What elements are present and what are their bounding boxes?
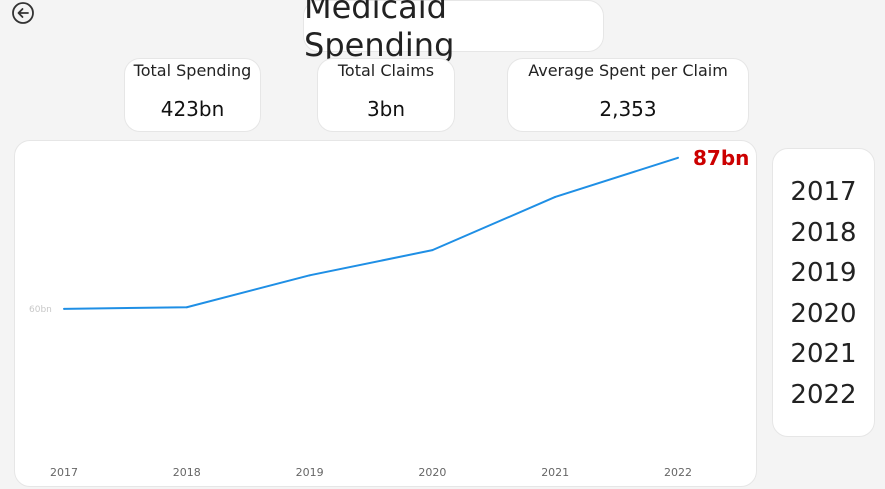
x-tick-label: 2020 xyxy=(418,466,446,479)
page-title: Medicaid Spending xyxy=(304,0,455,64)
x-tick-label: 2018 xyxy=(173,466,201,479)
y-tick-label: 60bn xyxy=(29,305,52,315)
end-value-label: 87bn xyxy=(693,146,749,170)
kpi-value: 423bn xyxy=(160,97,225,121)
slicer-year-2020[interactable]: 2020 xyxy=(790,298,857,329)
line-chart-svg: 60bn 2017 2018 2019 2020 2021 2022 87bn xyxy=(29,146,749,479)
spending-line-chart: 60bn 2017 2018 2019 2020 2021 2022 87bn xyxy=(14,140,757,487)
page-title-card: Medicaid Spending xyxy=(303,0,604,64)
kpi-total-claims: Total Claims 3bn xyxy=(317,58,455,132)
x-tick-label: 2017 xyxy=(50,466,78,479)
slicer-year-2017[interactable]: 2017 xyxy=(790,177,857,207)
slicer-year-2019[interactable]: 2019 xyxy=(790,258,857,288)
slicer-year-2022[interactable]: 2022 xyxy=(790,379,857,410)
kpi-label: Total Spending xyxy=(133,61,252,80)
slicer-year-2021[interactable]: 2021 xyxy=(790,339,857,369)
series-line xyxy=(63,156,679,310)
kpi-value: 2,353 xyxy=(599,97,657,121)
kpi-value: 3bn xyxy=(366,97,406,121)
data-point xyxy=(554,195,557,198)
x-tick-label: 2019 xyxy=(296,466,324,479)
back-arrow-icon xyxy=(12,2,34,24)
kpi-average-spent-per-claim: Average Spent per Claim 2,353 xyxy=(507,58,749,132)
data-point xyxy=(63,307,65,310)
x-tick-label: 2022 xyxy=(664,466,692,479)
data-point xyxy=(677,156,679,159)
x-tick-label: 2021 xyxy=(541,466,569,479)
data-point xyxy=(431,249,434,252)
kpi-label: Total Claims xyxy=(337,61,435,80)
data-point xyxy=(308,274,311,277)
back-button[interactable] xyxy=(11,1,35,25)
data-point xyxy=(185,306,188,309)
slicer-year-2018[interactable]: 2018 xyxy=(790,217,857,248)
year-slicer: 2017 2018 2019 2020 2021 2022 xyxy=(772,148,875,437)
kpi-label: Average Spent per Claim xyxy=(528,61,728,80)
kpi-total-spending: Total Spending 423bn xyxy=(124,58,261,132)
